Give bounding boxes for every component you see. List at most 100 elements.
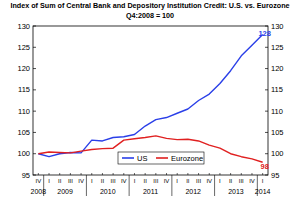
x-tick — [38, 173, 39, 175]
x-tick — [70, 173, 71, 175]
x-tick-label: I — [134, 178, 136, 184]
x-tick-label: III — [68, 178, 73, 184]
subtitle: Q4:2008 = 100 — [126, 11, 174, 20]
legend-swatch — [122, 157, 134, 159]
y2-tick-label: 115 — [271, 85, 283, 94]
y-tick — [33, 175, 36, 176]
data-label: 98 — [260, 162, 268, 171]
x-tick-label: II — [143, 178, 147, 184]
x-tick — [219, 173, 220, 175]
y2-tick — [265, 132, 268, 133]
x-group-label: 2012 — [185, 188, 201, 195]
legend-box — [118, 152, 204, 164]
legend-label: Eurozone — [171, 154, 203, 163]
y2-tick — [265, 47, 268, 48]
x-tick — [145, 173, 146, 175]
x-tick — [91, 173, 92, 175]
x-tick-label: I — [219, 178, 221, 184]
x-tick-label: I — [176, 178, 178, 184]
x-tick — [209, 173, 210, 175]
x-group-label: 2009 — [57, 188, 73, 195]
x-tick-label: III — [111, 178, 116, 184]
x-tick — [177, 173, 178, 175]
x-tick — [49, 173, 50, 175]
legend-swatch — [156, 157, 168, 159]
x-group-label: 2011 — [143, 188, 158, 195]
x-tick-label: IV — [121, 178, 127, 184]
x-tick — [251, 173, 252, 175]
y-tick — [33, 68, 36, 69]
y2-tick — [265, 111, 268, 112]
y-tick-label: 130 — [17, 22, 30, 31]
y-tick — [33, 89, 36, 90]
x-tick-label: III — [239, 178, 244, 184]
x-group-label: 2014 — [255, 188, 271, 195]
y-tick-label: 125 — [17, 43, 30, 52]
chart: Index of Sum of Central Bank and Deposit… — [0, 0, 300, 203]
y2-tick — [265, 26, 268, 27]
x-tick-label: IV — [164, 178, 170, 184]
x-tick — [81, 173, 82, 175]
x-tick-label: II — [58, 178, 62, 184]
y-tick-label: 115 — [18, 85, 30, 94]
x-tick — [230, 173, 231, 175]
x-tick — [134, 173, 135, 175]
x-tick — [241, 173, 242, 175]
y2-tick — [265, 175, 268, 176]
x-tick-label: I — [262, 178, 264, 184]
y-tick — [33, 111, 36, 112]
plot-frame — [33, 26, 268, 175]
x-tick — [113, 173, 114, 175]
x-tick-label: I — [91, 178, 93, 184]
group-separator — [171, 175, 172, 196]
x-tick-label: I — [48, 178, 50, 184]
x-tick-label: III — [196, 178, 201, 184]
group-separator — [129, 175, 130, 196]
y-tick-label: 120 — [17, 64, 30, 73]
group-separator — [214, 175, 215, 196]
x-tick-label: II — [186, 178, 190, 184]
series-line — [38, 35, 262, 157]
group-separator — [86, 175, 87, 196]
x-tick — [155, 173, 156, 175]
x-tick — [102, 173, 103, 175]
plot-area — [38, 35, 262, 163]
y-tick-label: 95 — [22, 171, 30, 180]
legend-label: US — [137, 154, 147, 163]
y2-tick-label: 125 — [271, 43, 284, 52]
y2-tick — [265, 89, 268, 90]
x-tick-label: IV — [36, 178, 42, 184]
y2-tick — [265, 68, 268, 69]
y2-tick — [265, 153, 268, 154]
y2-tick-label: 105 — [271, 128, 284, 137]
x-group-label: 2013 — [228, 188, 244, 195]
x-tick — [166, 173, 167, 175]
y-tick-label: 100 — [17, 149, 30, 158]
y2-tick-label: 120 — [271, 64, 284, 73]
y2-tick-label: 100 — [271, 149, 284, 158]
y-tick-label: 105 — [17, 128, 30, 137]
x-tick — [262, 173, 263, 175]
y-tick — [33, 132, 36, 133]
title: Index of Sum of Central Bank and Deposit… — [10, 1, 289, 10]
x-tick-label: II — [229, 178, 233, 184]
x-tick — [187, 173, 188, 175]
x-tick-label: II — [101, 178, 105, 184]
x-tick-label: IV — [206, 178, 212, 184]
data-label: 128 — [258, 29, 271, 38]
x-tick — [198, 173, 199, 175]
legend: US Eurozone — [118, 152, 204, 164]
y2-tick-label: 130 — [271, 22, 284, 31]
group-separator — [43, 175, 44, 196]
x-tick-label: III — [153, 178, 158, 184]
y-tick-label: 110 — [18, 107, 30, 116]
x-tick — [123, 173, 124, 175]
x-tick — [59, 173, 60, 175]
x-tick-label: IV — [78, 178, 84, 184]
x-tick-label: IV — [249, 178, 255, 184]
y-tick — [33, 26, 36, 27]
y-tick — [33, 153, 36, 154]
y-tick — [33, 47, 36, 48]
y2-tick-label: 95 — [271, 171, 279, 180]
x-group-label: 2010 — [100, 188, 116, 195]
